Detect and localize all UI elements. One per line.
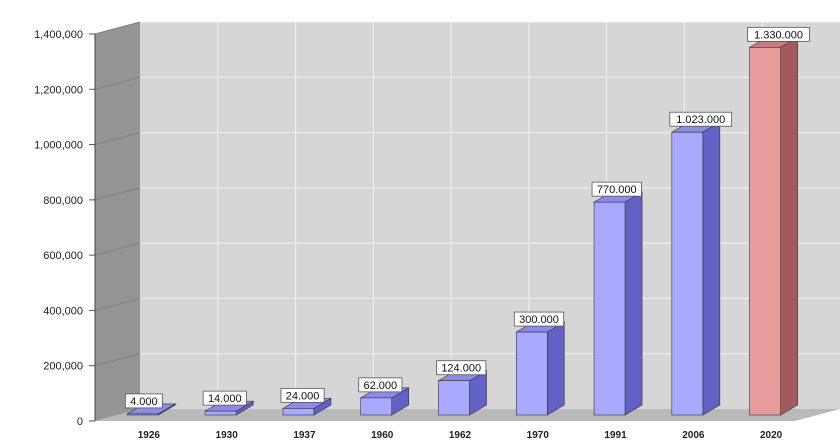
y-tick-label: 1,400,000 <box>34 29 83 41</box>
data-label: 300.000 <box>519 314 559 326</box>
bar <box>592 191 644 416</box>
data-label-box <box>202 390 247 406</box>
bar-side <box>702 121 721 416</box>
side-gridline <box>94 21 141 35</box>
x-tick-label: 1970 <box>527 430 550 441</box>
bars <box>126 36 799 416</box>
y-tick-label: 1,000,000 <box>34 140 83 152</box>
bar <box>670 121 721 416</box>
bar <box>515 321 566 416</box>
data-label: 770.000 <box>597 184 637 196</box>
data-label: 14.000 <box>208 393 242 405</box>
bar-front <box>360 397 393 416</box>
data-label: 1.023.000 <box>676 114 725 126</box>
data-label-box <box>669 111 733 127</box>
x-tick-label: 1962 <box>449 430 472 441</box>
bar-front <box>204 410 237 416</box>
y-tick-label: 600,000 <box>43 250 83 262</box>
y-axis: 0 200,000 400,000 600,000 800,000 1,000,000 1,… <box>34 29 96 428</box>
side-gridline <box>94 242 141 256</box>
back-wall <box>140 22 840 409</box>
bar-front <box>593 201 626 416</box>
bar-front <box>127 413 159 416</box>
x-tick-label: 1926 <box>138 430 161 441</box>
y-tick-label: 0 <box>77 416 83 428</box>
data-labels: 4.000 14.000 24.000 62.000 124.000 300.000 770… <box>124 26 810 409</box>
side-gridline <box>94 132 141 146</box>
data-label-box <box>358 377 403 393</box>
bar-front <box>282 408 315 416</box>
data-label-box <box>436 360 487 376</box>
bar-front <box>438 380 470 416</box>
y-tick-label: 400,000 <box>43 305 83 317</box>
data-label: 4.000 <box>130 396 158 408</box>
data-label: 24.000 <box>286 390 320 402</box>
bar-side <box>780 36 798 416</box>
side-gridline <box>94 297 141 311</box>
bar <box>748 36 799 416</box>
bar-front <box>749 47 781 416</box>
x-tick-label: 1937 <box>293 430 316 441</box>
bar-side <box>624 191 643 416</box>
data-label-box <box>747 26 810 42</box>
x-tick-label: 2020 <box>760 430 783 441</box>
x-axis: 1926 1930 1937 1960 1962 1970 1991 2006 2020 <box>138 430 783 441</box>
side-wall <box>95 22 140 421</box>
data-label-box <box>280 387 325 403</box>
data-label: 1.330.000 <box>754 29 803 41</box>
x-tick-label: 1960 <box>371 430 394 441</box>
bar-front <box>515 331 548 416</box>
data-label-box <box>513 311 565 327</box>
y-tick-label: 1,200,000 <box>34 84 83 96</box>
side-gridline <box>94 353 141 367</box>
y-tick-label: 800,000 <box>43 195 83 207</box>
data-label-box <box>591 181 642 197</box>
x-tick-label: 2006 <box>682 430 705 441</box>
side-gridline <box>94 76 141 90</box>
data-label: 62.000 <box>363 380 397 392</box>
bar-front <box>671 131 704 416</box>
side-gridline <box>94 187 141 201</box>
chart-walls <box>95 22 840 421</box>
y-tick-label: 200,000 <box>43 361 83 373</box>
x-tick-label: 1991 <box>604 430 627 441</box>
bar <box>437 370 488 416</box>
bar-side <box>546 321 565 416</box>
x-tick-label: 1930 <box>216 430 239 441</box>
data-label: 124.000 <box>441 363 481 375</box>
data-label-box <box>124 393 163 409</box>
